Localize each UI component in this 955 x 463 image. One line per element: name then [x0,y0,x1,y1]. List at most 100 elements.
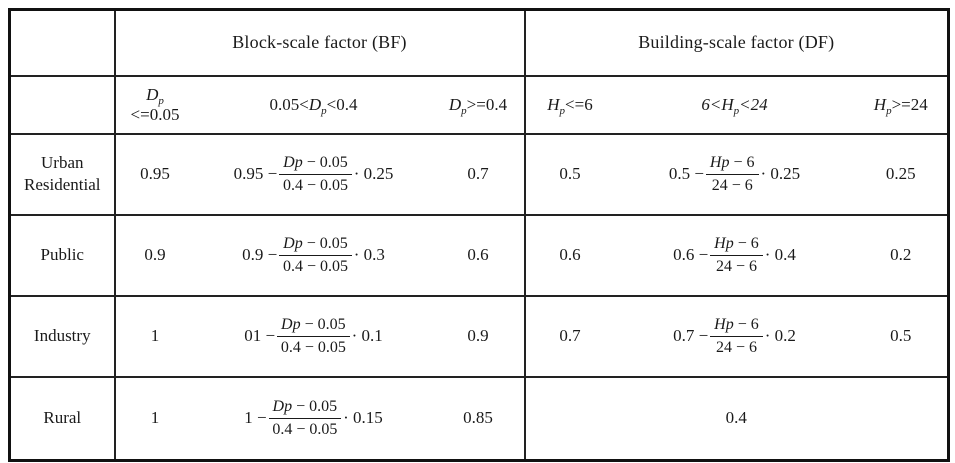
hp-var-letter: H [547,94,560,114]
cell-public-bf-high: 0.6 [432,213,525,296]
formula-fraction: Hp − 6 24 − 6 [710,316,763,356]
numerator-variable: Dp [272,398,293,416]
table-row-rural: Rural 1 1 − Dp − 0.05 0.4 − 0.05 · 0.15 0… [9,375,949,461]
subheader-df-mid: 6<Hp<24 [614,74,855,134]
fraction-denominator: 0.4 − 0.05 [280,338,346,356]
numerator-rest: − 0.05 [292,398,338,416]
numerator-variable: Dp [281,315,301,333]
formula-prefix: 0.9 − [242,245,278,264]
df-formula-industry: 0.7 − Hp − 6 24 − 6 · 0.2 [673,316,796,356]
numerator-variable: Hp [714,234,734,252]
bf-formula-public: 0.9 − Dp − 0.05 0.4 − 0.05 · 0.3 [242,235,385,275]
cell-public-bf-low: 0.9 [113,213,195,296]
formula-suffix: · 0.15 [343,408,383,428]
dp-range-post: <0.4 [326,94,358,114]
dp-variable: Dp [120,84,191,107]
formula-suffix: · 0.25 [760,164,801,183]
fraction-numerator: Hp − 6 [705,153,759,175]
row-label-text: Public [40,244,84,264]
hp-subscript: p [886,104,892,117]
hp-ge-condition: Hp>=24 [874,94,928,117]
subheader-empty-cell [9,74,115,134]
cell-industry-df-formula: 0.7 − Hp − 6 24 − 6 · 0.2 [614,294,855,377]
fraction-numerator: Dp − 0.05 [279,235,352,256]
cell-public-df-low: 0.6 [523,213,615,296]
fraction-numerator: Dp − 0.05 [277,316,350,337]
cell-industry-bf-low: 1 [113,294,195,377]
formula-fraction: Hp − 6 24 − 6 [710,235,763,275]
subheader-bf-high: Dp>=0.4 [432,74,525,134]
formula-suffix: · 0.25 [353,164,394,183]
formula-suffix: · 0.2 [764,326,796,345]
subheader-bf-mid: 0.05<Dp<0.4 [194,74,433,134]
fraction-numerator: Dp − 0.05 [268,398,342,419]
scale-factor-table: Block-scale factor (BF) Building-scale f… [8,8,951,462]
formula-fraction: Hp − 6 24 − 6 [705,153,759,194]
table-row-industry: Industry 1 01 − Dp − 0.05 0.4 − 0.05 · 0.… [9,294,949,377]
dp-var-letter: D [308,94,322,114]
formula-fraction: Dp − 0.05 0.4 − 0.05 [268,398,342,438]
row-label-text: Urban Residential [24,152,101,194]
bf-formula-urban: 0.95 − Dp − 0.05 0.4 − 0.05 · 0.25 [234,154,394,194]
cell-urban-bf-low: 0.95 [113,132,195,215]
dp-var-letter: D [448,94,462,114]
numerator-variable: Hp [709,153,730,171]
fraction-denominator: 24 − 6 [711,176,753,194]
formula-fraction: Dp − 0.05 0.4 − 0.05 [277,316,350,356]
formula-prefix: 0.95 − [233,164,278,183]
subheader-row: Dp <=0.05 0.05<Dp<0.4 Dp>=0.4 Hp<=6 6<Hp… [9,74,949,134]
numerator-variable: Dp [283,153,303,171]
cell-industry-bf-high: 0.9 [432,294,525,377]
bf-formula-industry: 01 − Dp − 0.05 0.4 − 0.05 · 0.1 [244,316,383,356]
table-row-urban-residential: Urban Residential 0.95 0.95 − Dp − 0.05 0… [9,132,949,215]
subheader-df-low: Hp<=6 [523,74,615,134]
subheader-bf-low: Dp <=0.05 [113,74,195,134]
dp-subscript: p [158,94,164,107]
formula-suffix: · 0.3 [353,245,385,264]
row-label-rural: Rural [9,375,115,461]
formula-prefix: 01 − [244,326,276,345]
cell-urban-df-formula: 0.5 − Hp − 6 24 − 6 · 0.25 [614,132,855,215]
fraction-denominator: 0.4 − 0.05 [282,176,348,194]
dp-ge-value: >=0.4 [466,94,508,114]
fraction-denominator: 24 − 6 [715,338,757,356]
row-label-text: Industry [33,325,91,345]
row-label-public: Public [9,213,115,296]
numerator-rest: − 0.05 [302,153,348,171]
row-label-text: Rural [43,408,82,428]
formula-fraction: Dp − 0.05 0.4 − 0.05 [279,154,352,194]
formula-prefix: 1 − [244,408,267,428]
cell-rural-df-merged: 0.4 [523,375,949,461]
df-formula-urban: 0.5 − Hp − 6 24 − 6 · 0.25 [669,154,800,194]
cell-public-bf-formula: 0.9 − Dp − 0.05 0.4 − 0.05 · 0.3 [194,213,433,296]
cell-urban-bf-high: 0.7 [432,132,525,215]
numerator-variable: Dp [283,234,303,252]
cell-public-df-formula: 0.6 − Hp − 6 24 − 6 · 0.4 [614,213,855,296]
dp-range-condition: 0.05<Dp<0.4 [269,94,358,117]
bf-formula-rural: 1 − Dp − 0.05 0.4 − 0.05 · 0.15 [244,398,383,438]
fraction-numerator: Hp − 6 [710,235,763,256]
hp-subscript: p [559,104,566,117]
dp-ge-condition: Dp>=0.4 [448,94,508,117]
formula-suffix: · 0.1 [351,326,383,345]
cell-urban-bf-formula: 0.95 − Dp − 0.05 0.4 − 0.05 · 0.25 [194,132,433,215]
fraction-numerator: Dp − 0.05 [279,154,352,175]
corner-empty-cell [10,10,115,76]
dp-range-pre: 0.05< [269,94,309,114]
formula-fraction: Dp − 0.05 0.4 − 0.05 [279,235,352,275]
subheader-df-high: Hp>=24 [854,74,949,134]
numerator-rest: − 6 [733,234,759,252]
cell-industry-bf-formula: 01 − Dp − 0.05 0.4 − 0.05 · 0.1 [194,294,433,377]
numerator-variable: Hp [714,315,734,333]
dp-var-letter: D [146,84,159,104]
cell-industry-df-high: 0.5 [854,294,949,377]
hp-ge-value: >=24 [891,94,928,114]
hp-le-value: <=6 [565,94,593,114]
cell-urban-df-high: 0.25 [854,132,949,215]
formula-prefix: 0.6 − [673,245,709,264]
hp-subscript: p [733,104,740,117]
dp-subscript: p [321,104,327,117]
df-formula-public: 0.6 − Hp − 6 24 − 6 · 0.4 [673,235,796,275]
hp-range-post: <24 [739,94,768,114]
dp-subscript: p [461,104,467,117]
